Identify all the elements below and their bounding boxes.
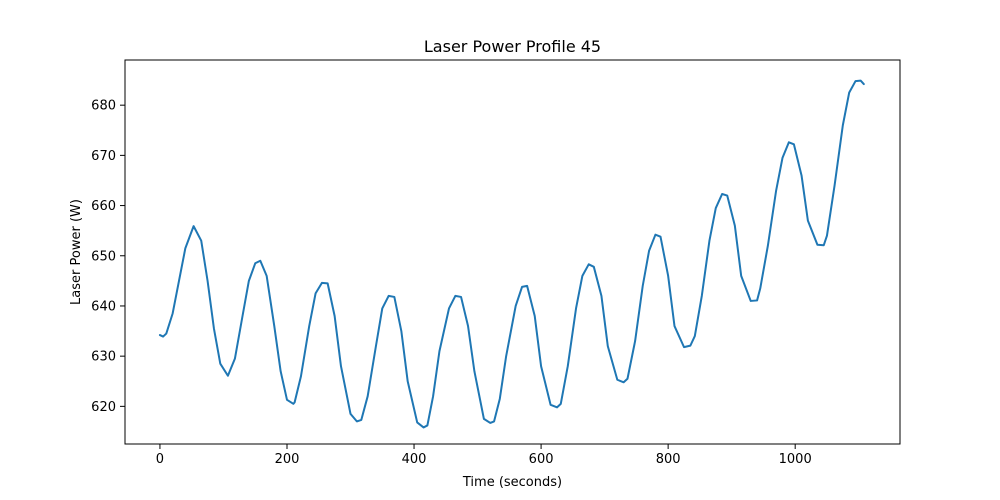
y-tick-label: 640 xyxy=(91,299,116,314)
y-tick-label: 680 xyxy=(91,99,116,114)
x-tick-label: 400 xyxy=(402,452,427,467)
y-tick-label: 660 xyxy=(91,199,116,214)
plot-frame xyxy=(124,59,901,445)
x-axis-label: Time (seconds) xyxy=(462,475,562,490)
x-axis: 0 200 400 600 800 1000 xyxy=(156,444,812,467)
chart-title: Laser Power Profile 45 xyxy=(424,37,601,56)
y-tick-label: 620 xyxy=(91,400,116,415)
x-tick-label: 600 xyxy=(529,452,554,467)
x-tick-label: 200 xyxy=(275,452,300,467)
x-tick-label: 0 xyxy=(156,452,164,467)
y-tick-label: 670 xyxy=(91,149,116,164)
y-tick-label: 630 xyxy=(91,350,116,365)
series-line-0 xyxy=(158,79,865,429)
y-axis: 620 630 640 650 660 670 680 xyxy=(91,99,125,415)
x-tick-label: 800 xyxy=(656,452,681,467)
x-tick-label: 1000 xyxy=(779,452,812,467)
y-tick-label: 650 xyxy=(91,249,116,264)
y-axis-label: Laser Power (W) xyxy=(69,199,84,305)
